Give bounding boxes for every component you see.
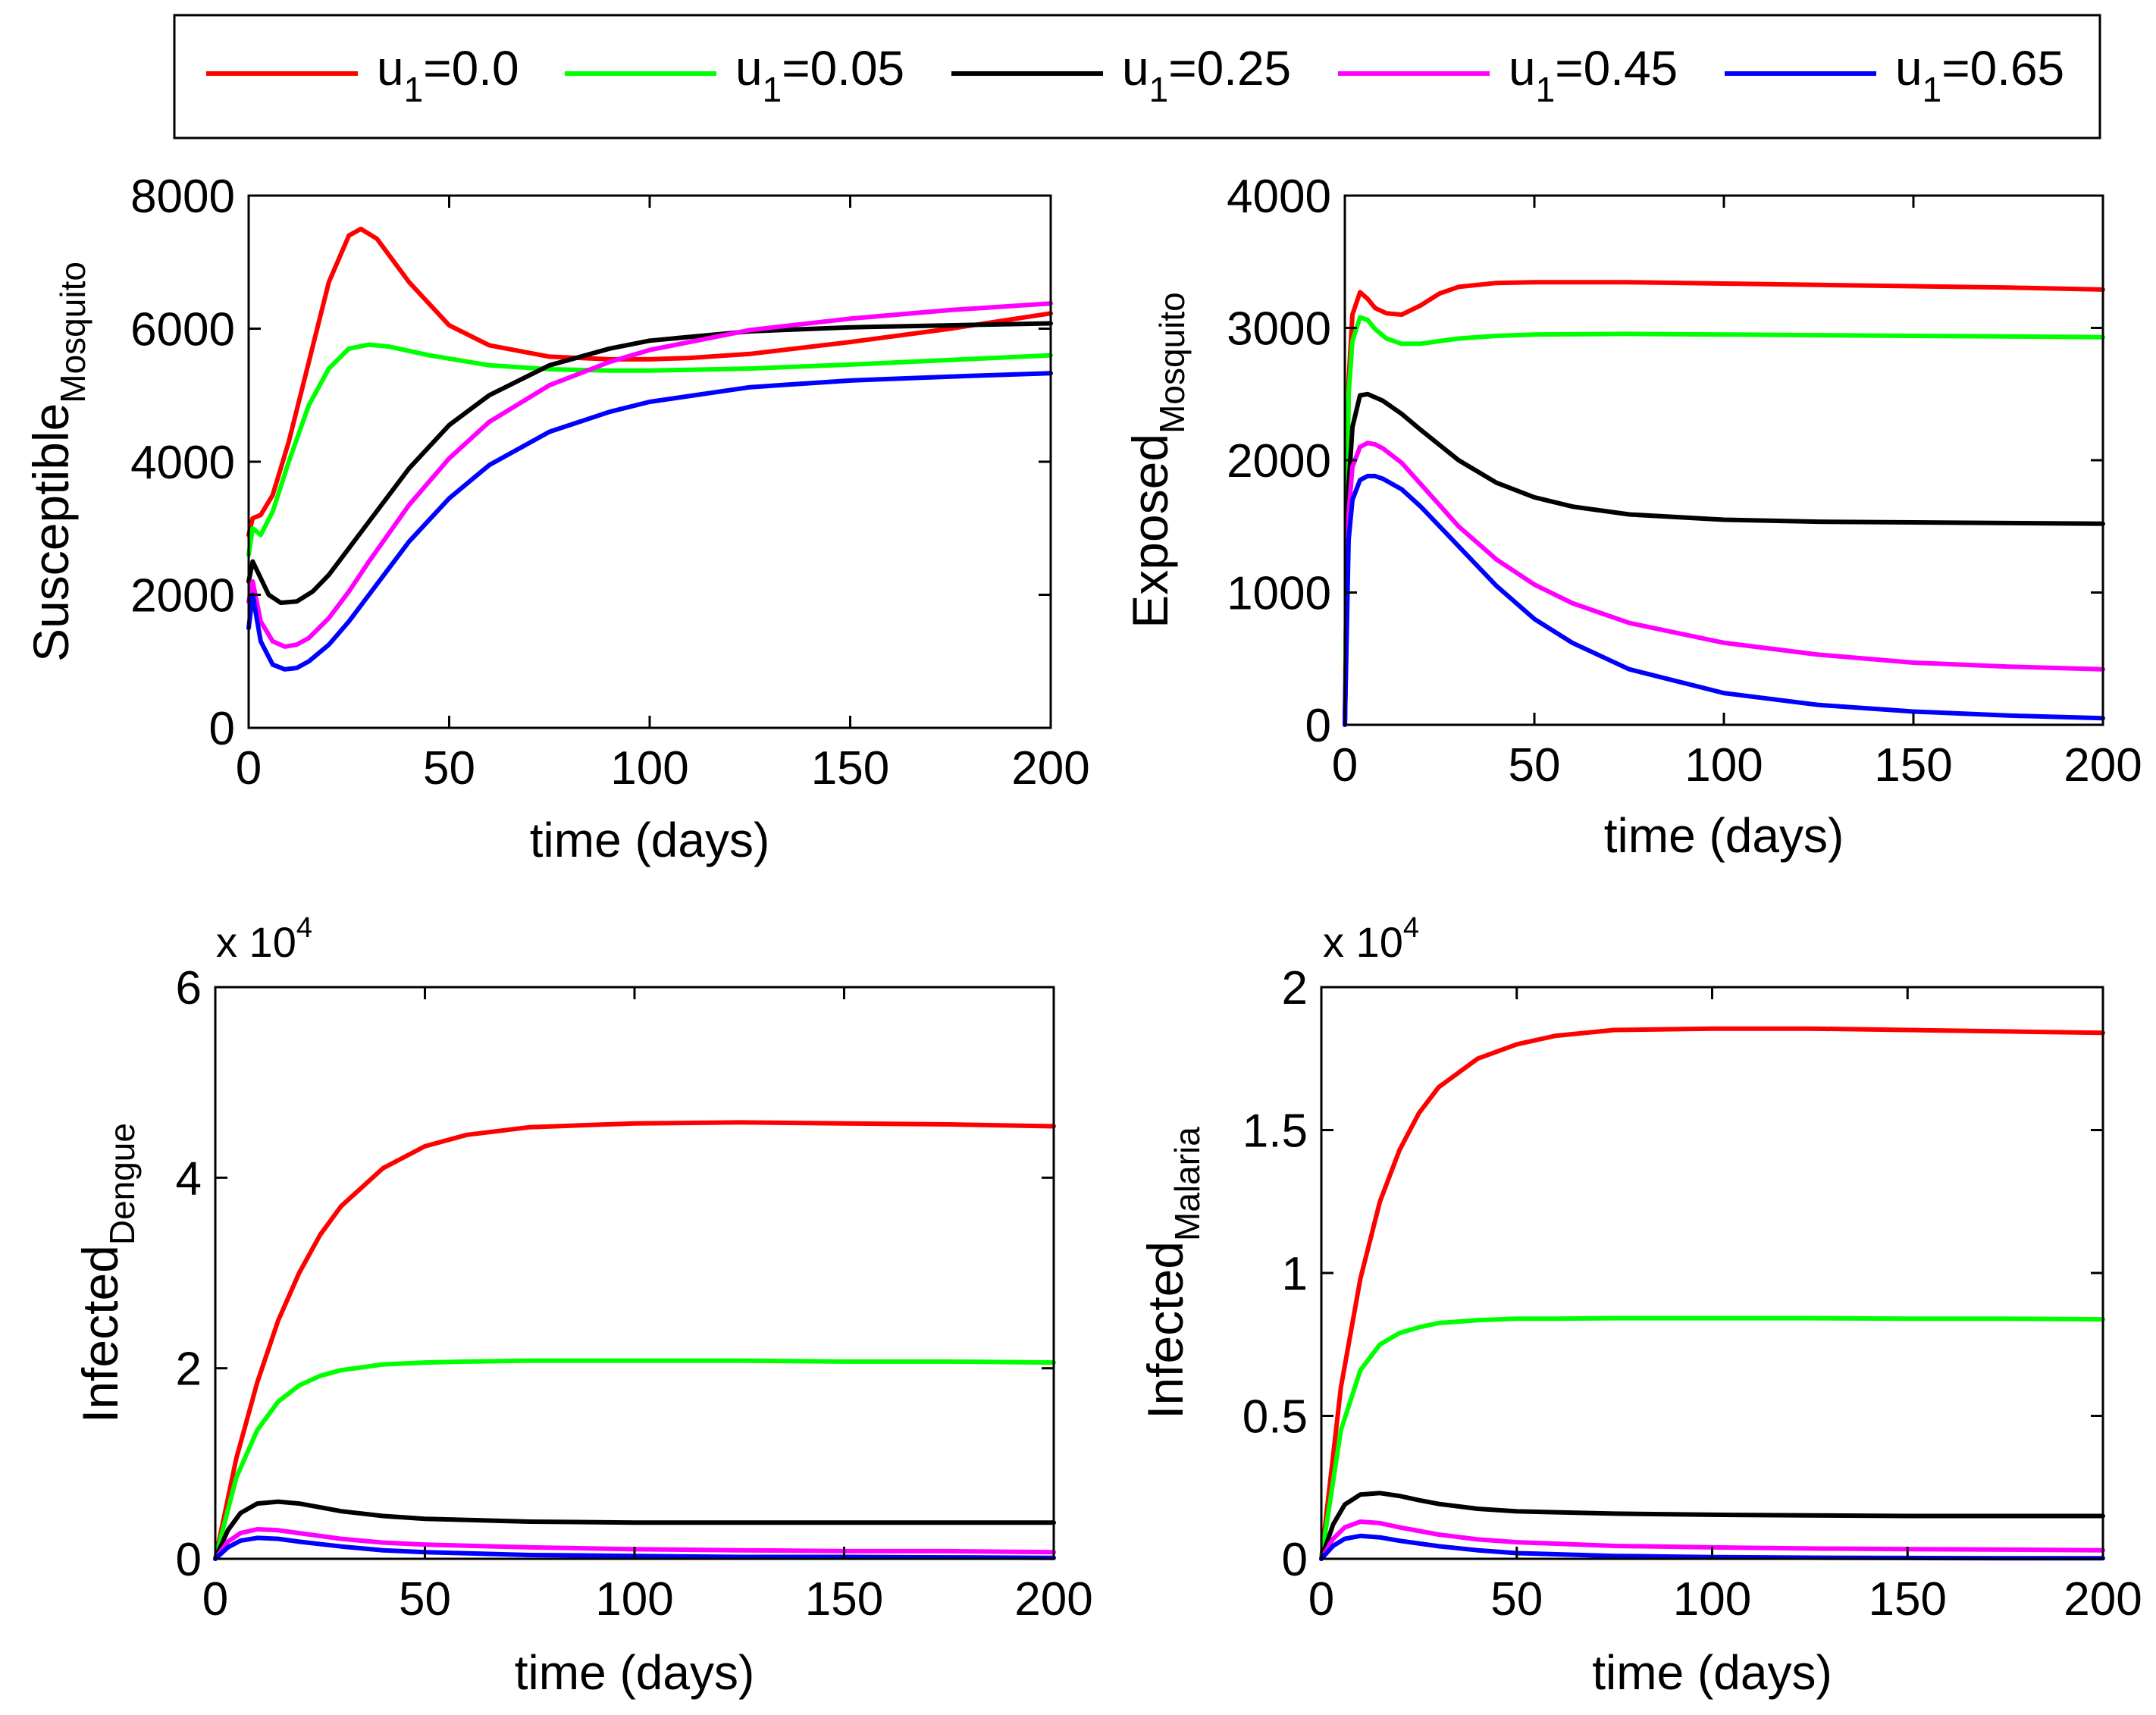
x-axis-label: time (days) bbox=[1592, 1645, 1832, 1700]
plot-area bbox=[249, 196, 1051, 728]
y-axis-label: InfectedMalaria bbox=[1137, 1127, 1207, 1419]
y-axis-label: SusceptibleMosquito bbox=[23, 262, 92, 662]
series-line bbox=[1343, 473, 2105, 727]
y-tick-label: 1000 bbox=[1227, 568, 1331, 620]
x-tick-label: 150 bbox=[1869, 1573, 1947, 1626]
series-lines bbox=[1343, 280, 2105, 727]
legend-entry: u1=0.0 bbox=[206, 41, 519, 109]
x-tick-label: 200 bbox=[2064, 1573, 2142, 1626]
legend: u1=0.0 u1=0.05 u1=0.25 u1=0.45 u1=0.65 bbox=[173, 14, 2101, 140]
x-axis-label: time (days) bbox=[1604, 808, 1844, 863]
chart-panel: 0 50 100 150 200 0 0.5 1 1.5 2 time (days) Infected… bbox=[1137, 912, 2142, 1700]
x-tick-label: 150 bbox=[811, 742, 889, 795]
legend-label: u1=0.45 bbox=[1509, 41, 1678, 109]
series-line bbox=[246, 342, 1053, 557]
series-line bbox=[213, 1499, 1056, 1561]
y-tick-label: 0 bbox=[209, 703, 235, 755]
legend-box bbox=[173, 14, 2101, 140]
y-tick-label: 0 bbox=[1305, 700, 1331, 752]
legend-label: u1=0.25 bbox=[1122, 41, 1291, 109]
x-tick-label: 50 bbox=[399, 1573, 451, 1626]
y-tick-label: 0 bbox=[176, 1534, 202, 1586]
legend-label: u1=0.05 bbox=[735, 41, 904, 109]
y-tick-label: 0 bbox=[1282, 1534, 1308, 1586]
x-tick-label: 150 bbox=[1874, 739, 1952, 792]
x-tick-label: 100 bbox=[595, 1573, 673, 1626]
y-tick-label: 6 bbox=[176, 962, 202, 1014]
x-axis-label: time (days) bbox=[530, 813, 770, 867]
y-tick-label: 6000 bbox=[130, 304, 235, 356]
series-line bbox=[246, 371, 1053, 672]
y-tick-label: 4000 bbox=[130, 437, 235, 489]
series-line bbox=[1319, 1519, 2105, 1561]
y-tick-label: 4000 bbox=[1227, 171, 1331, 223]
legend-entry: u1=0.25 bbox=[951, 41, 1291, 109]
y-tick-label: 1 bbox=[1282, 1248, 1308, 1300]
x-tick-label: 100 bbox=[610, 742, 688, 795]
x-tick-label: 100 bbox=[1673, 1573, 1751, 1626]
series-line bbox=[1343, 391, 2105, 727]
x-tick-label: 200 bbox=[1014, 1573, 1092, 1626]
x-tick-label: 150 bbox=[805, 1573, 883, 1626]
x-tick-label: 0 bbox=[1308, 1573, 1334, 1626]
series-lines bbox=[246, 226, 1053, 672]
x-tick-label: 0 bbox=[202, 1573, 228, 1626]
plot-area bbox=[215, 987, 1054, 1559]
x-tick-label: 50 bbox=[1509, 739, 1561, 792]
series-line bbox=[213, 1120, 1056, 1561]
series-line bbox=[1319, 1315, 2105, 1561]
y-tick-label: 2000 bbox=[130, 570, 235, 622]
plot-area bbox=[1321, 987, 2103, 1559]
series-line bbox=[1319, 1491, 2105, 1561]
y-tick-label: 1.5 bbox=[1243, 1105, 1308, 1158]
y-tick-label: 0.5 bbox=[1243, 1391, 1308, 1444]
y-tick-label: 2 bbox=[176, 1343, 202, 1396]
legend-label: u1=0.0 bbox=[377, 41, 519, 109]
x-tick-label: 200 bbox=[2064, 739, 2142, 792]
series-line bbox=[1343, 280, 2105, 727]
x-tick-label: 100 bbox=[1684, 739, 1763, 792]
legend-entry: u1=0.65 bbox=[1725, 41, 2064, 109]
x-tick-label: 0 bbox=[236, 742, 262, 795]
y-tick-label: 2000 bbox=[1227, 435, 1331, 488]
x-tick-label: 50 bbox=[1490, 1573, 1543, 1626]
series-line bbox=[1319, 1026, 2105, 1561]
series-line bbox=[213, 1527, 1056, 1561]
series-line bbox=[213, 1358, 1056, 1561]
x-tick-label: 0 bbox=[1332, 739, 1358, 792]
y-axis-label: ExposedMosquito bbox=[1122, 292, 1192, 629]
series-line bbox=[246, 226, 1053, 538]
chart-panel: 0 50 100 150 200 0 2 4 6 time (days) InfectedDengu… bbox=[72, 912, 1093, 1700]
legend-entry: u1=0.05 bbox=[565, 41, 904, 109]
y-axis-label: InfectedDengue bbox=[72, 1123, 142, 1423]
legend-entry: u1=0.45 bbox=[1338, 41, 1678, 109]
series-line bbox=[1343, 441, 2105, 727]
x-tick-label: 50 bbox=[423, 742, 475, 795]
series-lines bbox=[213, 1120, 1056, 1561]
y-tick-label: 4 bbox=[176, 1152, 202, 1205]
series-line bbox=[1343, 315, 2105, 727]
legend-label: u1=0.65 bbox=[1895, 41, 2064, 109]
y-tick-label: 8000 bbox=[130, 171, 235, 223]
y-tick-label: 2 bbox=[1282, 962, 1308, 1014]
series-line bbox=[213, 1535, 1056, 1561]
x-axis-label: time (days) bbox=[515, 1645, 755, 1700]
x-tick-label: 200 bbox=[1011, 742, 1089, 795]
axis-multiplier: x 104 bbox=[1323, 912, 1419, 966]
series-line bbox=[246, 301, 1053, 649]
axis-multiplier: x 104 bbox=[216, 912, 312, 966]
y-tick-label: 3000 bbox=[1227, 303, 1331, 356]
